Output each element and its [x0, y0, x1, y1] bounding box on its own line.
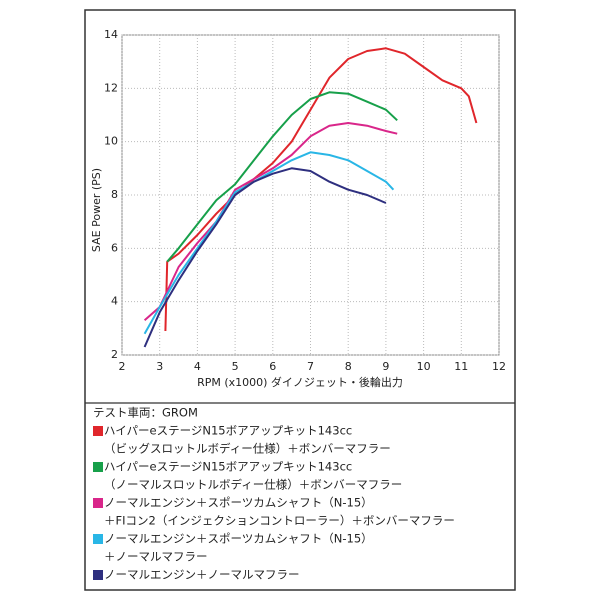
x-tick-label: 7 — [307, 360, 314, 373]
series-line — [143, 151, 395, 335]
y-axis-label: SAE Power (PS) — [90, 168, 103, 252]
y-tick-label: 8 — [111, 188, 118, 201]
y-tick-label: 6 — [111, 241, 118, 254]
legend-swatch — [93, 534, 103, 544]
y-tick-label: 4 — [111, 295, 118, 308]
legend-swatch — [93, 426, 103, 436]
legend-title: テスト車両：GROM — [93, 406, 198, 420]
legend-swatch — [93, 570, 103, 580]
x-tick-label: 4 — [194, 360, 201, 373]
series-line — [143, 167, 387, 348]
x-tick-label: 8 — [345, 360, 352, 373]
series-line — [164, 47, 478, 332]
legend-label: （ビッグスロットルボディー仕様）＋ボンバーマフラー — [104, 442, 391, 456]
x-tick-label: 2 — [119, 360, 126, 373]
y-tick-label: 10 — [104, 135, 118, 148]
legend-label: ＋ノーマルマフラー — [104, 550, 208, 564]
legend-label: （ノーマルスロットルボディー仕様）＋ボンバーマフラー — [104, 478, 402, 492]
x-tick-label: 6 — [269, 360, 276, 373]
x-tick-label: 3 — [156, 360, 163, 373]
x-tick-label: 10 — [417, 360, 431, 373]
x-tick-label: 5 — [232, 360, 239, 373]
legend-label: ハイパーeステージN15ボアアップキット143cc — [104, 460, 352, 474]
legend-label: ノーマルエンジン＋スポーツカムシャフト（N-15） — [104, 496, 373, 510]
legend-label: ノーマルエンジン＋スポーツカムシャフト（N-15） — [104, 532, 373, 546]
y-tick-label: 14 — [104, 28, 118, 41]
series-line — [143, 122, 398, 322]
legend-label: ノーマルエンジン＋ノーマルマフラー — [104, 568, 300, 582]
y-tick-label: 2 — [111, 348, 118, 361]
y-tick-label: 12 — [104, 81, 118, 94]
series-line — [166, 91, 398, 263]
legend-swatch — [93, 462, 103, 472]
legend-label: ＋FIコン2（インジェクションコントローラー）＋ボンバーマフラー — [104, 514, 455, 528]
x-tick-label: 11 — [454, 360, 468, 373]
legend-swatch — [93, 498, 103, 508]
x-tick-label: 12 — [492, 360, 506, 373]
x-axis-label: RPM (x1000) ダイノジェット・後輪出力 — [197, 375, 403, 389]
x-tick-label: 9 — [382, 360, 389, 373]
legend-label: ハイパーeステージN15ボアアップキット143cc — [104, 424, 352, 438]
